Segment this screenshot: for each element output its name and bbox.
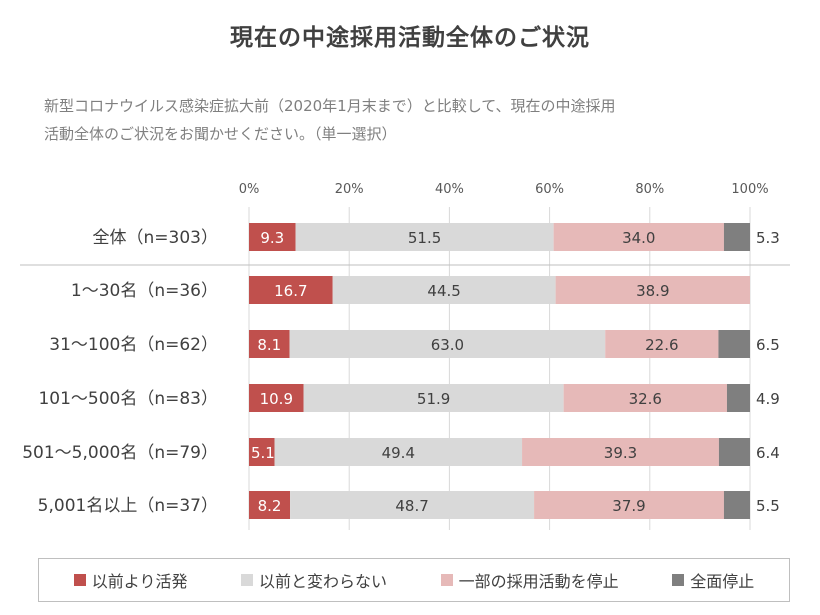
bar-segment — [289, 330, 606, 358]
bar-segment — [726, 384, 750, 412]
data-label: 51.9 — [417, 390, 450, 408]
x-tick-label: 40% — [435, 182, 464, 197]
data-label: 5.3 — [756, 229, 780, 247]
category-label: 501～5,000名（n=79） — [22, 443, 218, 463]
category-label: 5,001名以上（n=37） — [38, 496, 218, 516]
bar-segment — [522, 438, 719, 466]
legend-label: 以前と変わらない — [259, 572, 388, 591]
bar-segment — [303, 384, 564, 412]
bar-segment — [723, 491, 750, 519]
x-tick-label: 100% — [731, 182, 768, 197]
survey-question-line-2: 活動全体のご状況をお聞かせください。（単一選択） — [44, 125, 397, 143]
legend-swatch — [672, 574, 685, 586]
category-label: 1～30名（n=36） — [71, 281, 218, 301]
legend-swatch — [241, 574, 254, 586]
bar-segment — [249, 276, 333, 304]
data-label: 51.5 — [408, 229, 441, 247]
x-tick-label: 20% — [335, 182, 364, 197]
category-label: 101～500名（n=83） — [38, 389, 218, 409]
data-label: 37.9 — [612, 497, 645, 515]
data-label: 38.9 — [636, 282, 669, 300]
x-tick-label: 0% — [239, 182, 260, 197]
chart-legend: 以前より活発 以前と変わらない 一部の採用活動を停止 全面停止 — [38, 558, 790, 602]
data-label: 5.1 — [251, 444, 275, 462]
legend-swatch — [73, 574, 86, 586]
x-tick-label: 80% — [635, 182, 664, 197]
bar-segment — [274, 438, 523, 466]
survey-question-line-1: 新型コロナウイルス感染症拡大前（2020年1月末まで）と比較して、現在の中途採用 — [44, 97, 616, 115]
bar-segment — [290, 491, 535, 519]
bar-segment — [332, 276, 556, 304]
data-label: 63.0 — [431, 336, 464, 354]
data-label: 32.6 — [629, 390, 662, 408]
legend-swatch — [440, 574, 453, 586]
category-label: 全体（n=303） — [93, 228, 218, 248]
bar-segment — [605, 330, 719, 358]
bar-segment — [249, 223, 296, 251]
data-label: 5.5 — [756, 497, 780, 515]
bar-segment — [249, 384, 304, 412]
data-label: 39.3 — [604, 444, 637, 462]
data-label: 9.3 — [260, 229, 284, 247]
bar-segment — [718, 438, 750, 466]
legend-label: 一部の採用活動を停止 — [458, 572, 619, 591]
data-label: 48.7 — [395, 497, 428, 515]
data-label: 10.9 — [260, 390, 293, 408]
data-label: 49.4 — [382, 444, 415, 462]
bar-segment — [555, 276, 750, 304]
bar-segment — [295, 223, 554, 251]
data-label: 16.7 — [274, 282, 307, 300]
x-tick-label: 60% — [535, 182, 564, 197]
data-label: 6.4 — [756, 444, 780, 462]
data-label: 6.5 — [756, 336, 780, 354]
data-label: 8.1 — [257, 336, 281, 354]
data-label: 44.5 — [427, 282, 460, 300]
bar-segment — [563, 384, 727, 412]
legend-label: 以前より活発 — [91, 572, 188, 591]
legend-item: 以前と変わらない — [241, 568, 387, 592]
chart-title: 現在の中途採用活動全体のご状況 — [230, 25, 590, 51]
legend-item: 以前より活発 — [73, 568, 188, 592]
legend-label: 全面停止 — [690, 572, 755, 591]
legend-item: 全面停止 — [672, 568, 754, 592]
bar-segment — [534, 491, 724, 519]
data-label: 22.6 — [645, 336, 678, 354]
survey-question: 新型コロナウイルス感染症拡大前（2020年1月末まで）と比較して、現在の中途採用… — [44, 92, 784, 148]
bar-segment — [718, 330, 750, 358]
data-label: 34.0 — [622, 229, 655, 247]
bar-segment — [553, 223, 724, 251]
data-label: 8.2 — [258, 497, 282, 515]
bar-segment — [249, 438, 275, 466]
legend-item: 一部の採用活動を停止 — [440, 568, 619, 592]
bar-segment — [249, 491, 291, 519]
category-label: 31～100名（n=62） — [49, 335, 218, 355]
data-label: 4.9 — [756, 390, 780, 408]
bar-segment — [723, 223, 750, 251]
bar-segment — [249, 330, 290, 358]
